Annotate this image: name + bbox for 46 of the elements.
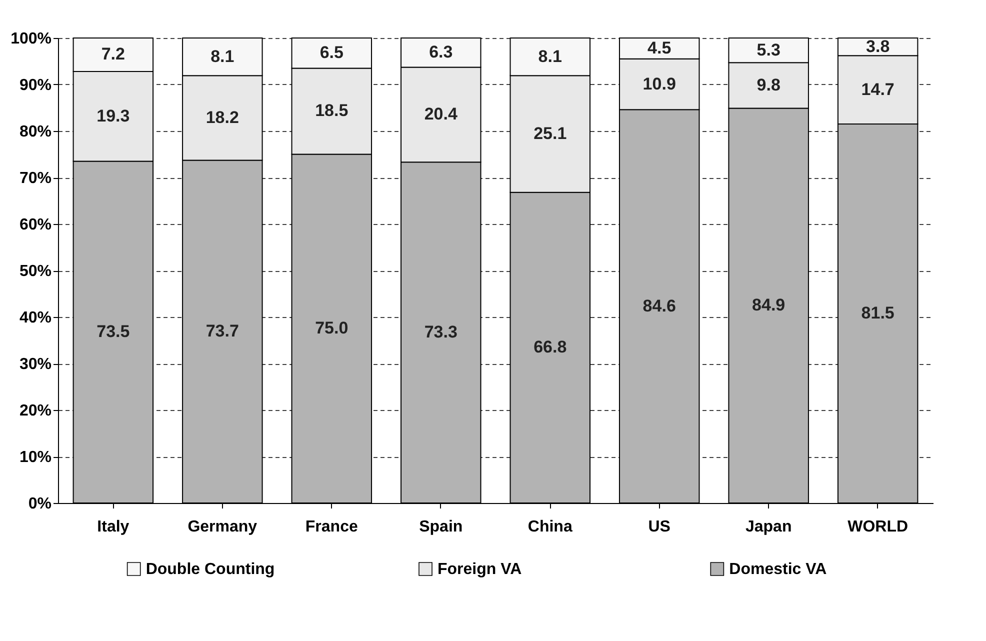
x-tick-label: Italy [97,518,130,536]
x-tick-label: WORLD [848,518,908,536]
y-tick-label: 30% [19,356,52,373]
text: 5.3 [756,40,780,60]
text: 14.7 [861,80,894,99]
y-tick-label: 40% [19,310,52,326]
y-tick-label: 70% [19,170,52,187]
text: 25.1 [534,124,567,144]
y-tick-label: 50% [19,263,52,280]
y-tick-label: 20% [19,402,52,420]
legend-label: Domestic VA [729,561,828,578]
x-tick-label: Japan [745,518,792,536]
text: 84.9 [752,296,786,315]
text: 8.1 [538,46,562,66]
y-tick-label: 0% [28,496,52,512]
legend-label: Double Counting [146,561,275,578]
text: 18.5 [315,101,348,120]
text: 19.3 [96,106,130,126]
text: 10.9 [642,74,676,94]
x-tick-label: Germany [188,518,258,536]
y-tick-label: 100% [10,30,52,48]
text: 6.3 [429,42,453,62]
y-tick-label: 80% [19,124,52,140]
y-tick-label: 10% [19,449,52,466]
text: 18.2 [206,108,239,127]
y-tick-label: 60% [19,216,52,234]
text: 9.8 [756,75,780,94]
legend-label: Foreign VA [438,561,522,578]
text: 84.6 [642,296,676,316]
x-tick-label: France [305,518,358,536]
text: 7.2 [101,44,125,64]
text: 6.5 [320,43,344,62]
text: 3.8 [866,36,890,56]
text: 73.7 [206,322,239,341]
text: 73.5 [96,322,130,342]
x-tick-label: China [528,518,572,536]
text: 81.5 [861,304,894,323]
y-tick-label: 90% [19,77,52,94]
text: 20.4 [424,104,458,124]
x-tick-label: Spain [419,518,463,536]
x-tick-label: US [648,518,671,536]
text: 66.8 [534,338,567,357]
text: 8.1 [210,46,234,66]
text: 4.5 [648,38,672,58]
text: 75.0 [315,318,348,338]
text: 73.3 [424,322,458,342]
